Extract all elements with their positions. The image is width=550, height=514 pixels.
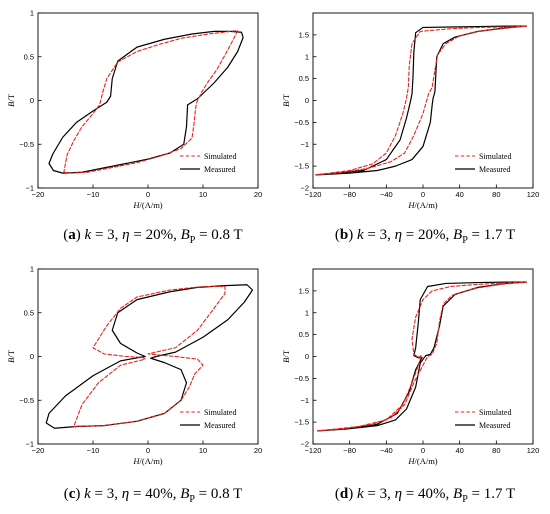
y-tick-label: 0: [305, 352, 309, 361]
y-tick-label: −1.5: [294, 162, 309, 171]
y-axis-label: B/T: [281, 93, 291, 107]
y-tick-label: −1: [25, 184, 34, 193]
series-line-simulated: [317, 281, 528, 432]
chart-panel-b: −120 −80 −40 0 40 80 120 −2 −1.5 −1 −0.5 0 0.5 1 1.5 H/…: [281, 12, 540, 210]
x-tick-label: −120: [305, 190, 322, 199]
y-tick-label: −2: [300, 440, 309, 449]
chart-panel-a: −20 −10 0 10 20 −1 −0.5 0 0.5 1 H/(A/m) B/T Simulate…: [6, 9, 262, 210]
plot-frame: [37, 12, 259, 189]
y-tick-label: 0: [30, 96, 34, 105]
x-tick-label: 0: [421, 190, 425, 199]
chart-panel-d: −120 −80 −40 0 40 80 120 −2 −1.5 −1 −0.5 0 0.5 1 1.5 H/…: [281, 268, 540, 466]
x-tick-label: 20: [254, 446, 262, 455]
x-tick-label: −80: [343, 190, 356, 199]
series-line-simulated: [315, 25, 528, 176]
legend-label-measured: Measured: [204, 165, 236, 174]
y-tick-label: 0.5: [299, 74, 309, 83]
y-axis-label: B/T: [6, 93, 16, 107]
legend-label-measured: Measured: [479, 165, 511, 174]
y-tick-label: 1: [30, 9, 34, 18]
y-tick-label: 1.5: [299, 30, 309, 39]
legend-label-measured: Measured: [204, 421, 236, 430]
legend-label-simulated: Simulated: [204, 408, 236, 417]
y-tick-label: 1: [305, 308, 309, 317]
series-line-simulated: [63, 29, 239, 174]
plot-frame: [312, 12, 534, 189]
y-tick-label: −1.5: [294, 418, 309, 427]
x-tick-label: 120: [527, 190, 540, 199]
x-tick-label: 20: [254, 190, 262, 199]
y-tick-label: −1: [300, 140, 309, 149]
x-tick-label: −80: [343, 446, 356, 455]
y-tick-label: −1: [25, 440, 34, 449]
y-tick-label: 1: [305, 52, 309, 61]
x-tick-label: −40: [380, 446, 393, 455]
x-tick-label: 10: [199, 190, 207, 199]
x-axis-label: H/(A/m): [407, 456, 437, 466]
y-tick-label: 1.5: [299, 286, 309, 295]
x-tick-label: −20: [32, 446, 45, 455]
y-tick-label: −0.5: [19, 140, 34, 149]
x-tick-label: 40: [455, 446, 463, 455]
y-tick-label: 1: [30, 265, 34, 274]
x-tick-label: 0: [146, 190, 150, 199]
caption-c: (c) k = 3, η = 40%, BP = 0.8 T: [63, 486, 243, 505]
y-tick-label: 0: [305, 96, 309, 105]
x-tick-label: 0: [421, 446, 425, 455]
series-line-measured: [45, 284, 254, 429]
caption-d: (d) k = 3, η = 40%, BP = 1.7 T: [334, 486, 516, 505]
x-tick-label: −10: [87, 190, 100, 199]
y-tick-label: 0.5: [299, 330, 309, 339]
y-axis-label: B/T: [6, 349, 16, 363]
y-axis-label: B/T: [281, 349, 291, 363]
x-axis-label: H/(A/m): [132, 200, 162, 210]
legend-label-simulated: Simulated: [479, 152, 511, 161]
x-tick-label: 120: [527, 446, 540, 455]
legend-label-simulated: Simulated: [204, 152, 236, 161]
y-tick-label: −0.5: [19, 396, 34, 405]
x-axis-label: H/(A/m): [407, 200, 437, 210]
y-tick-label: 0: [30, 352, 34, 361]
x-tick-label: 10: [199, 446, 207, 455]
y-tick-label: −1: [300, 396, 309, 405]
caption-a: (a) k = 3, η = 20%, BP = 0.8 T: [63, 227, 243, 246]
x-tick-label: 40: [455, 190, 463, 199]
caption-b: (b) k = 3, η = 20%, BP = 1.7 T: [334, 227, 516, 246]
x-tick-label: 0: [146, 446, 150, 455]
y-tick-label: −2: [300, 184, 309, 193]
y-tick-label: −0.5: [294, 118, 309, 127]
legend-label-simulated: Simulated: [479, 408, 511, 417]
y-tick-label: −0.5: [294, 374, 309, 383]
x-tick-label: −20: [32, 190, 45, 199]
chart-panel-c: −20 −10 0 10 20 −1 −0.5 0 0.5 1 H/(A/m) B/T Simulate…: [6, 265, 262, 466]
x-tick-label: −40: [380, 190, 393, 199]
legend-label-measured: Measured: [479, 421, 511, 430]
y-tick-label: 0.5: [24, 52, 34, 61]
x-tick-label: −10: [87, 446, 100, 455]
y-tick-label: 0.5: [24, 308, 34, 317]
x-tick-label: −120: [305, 446, 322, 455]
x-axis-label: H/(A/m): [132, 456, 162, 466]
series-line-simulated: [73, 285, 226, 428]
x-tick-label: 80: [492, 446, 500, 455]
x-tick-label: 80: [492, 190, 500, 199]
